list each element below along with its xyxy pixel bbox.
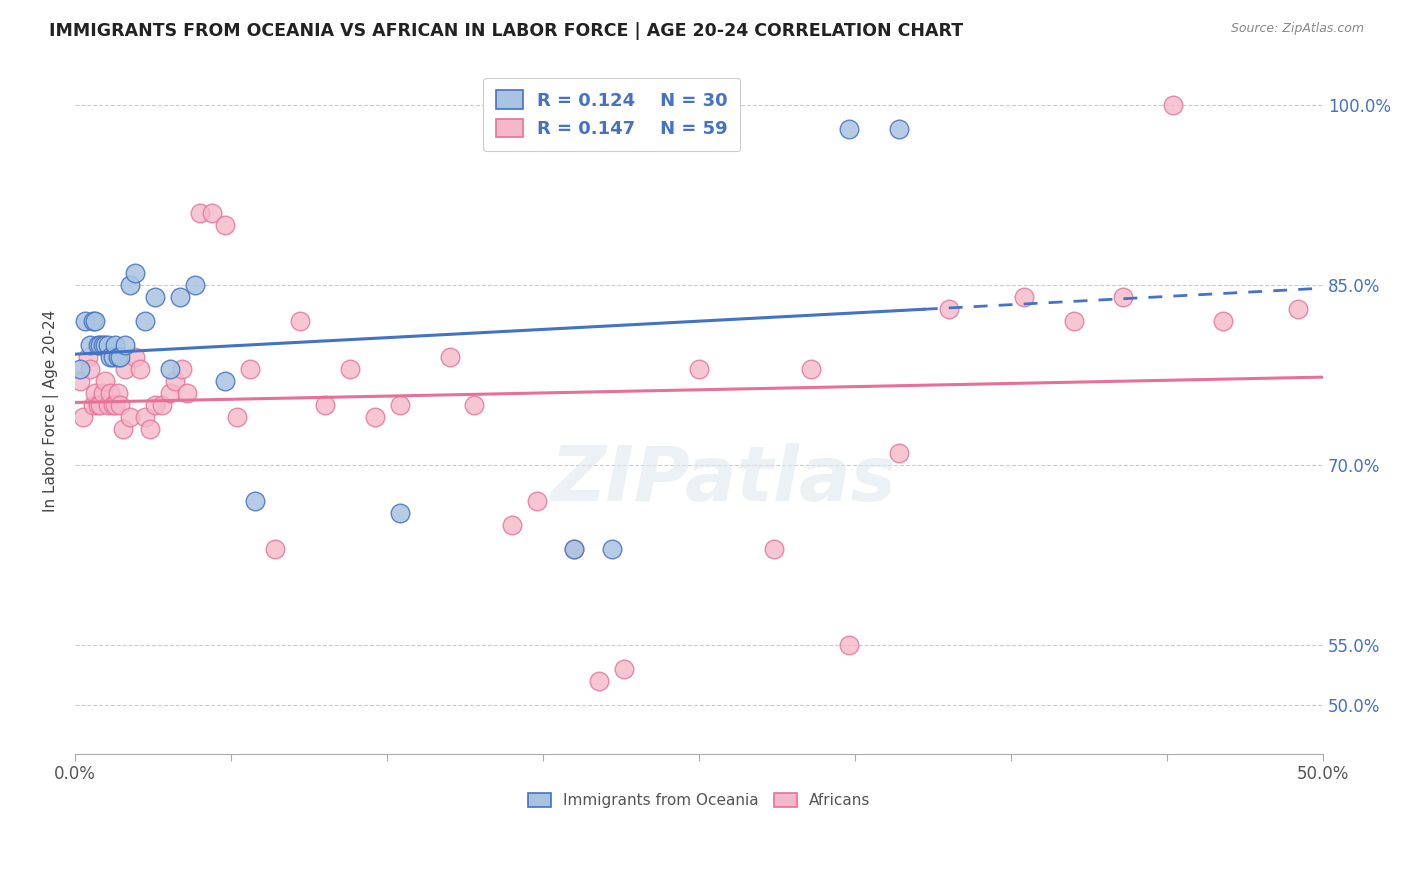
Point [89, 338, 111, 352]
Point [79, 338, 101, 352]
Point [463, 398, 485, 412]
Point [98, 386, 121, 401]
Text: ZIPatlas: ZIPatlas [551, 442, 897, 516]
Point [588, 674, 610, 689]
Point [800, 362, 823, 376]
Point [214, 374, 236, 388]
Point [152, 398, 174, 412]
Point [159, 362, 181, 376]
Point [104, 398, 127, 412]
Point [388, 506, 411, 520]
Y-axis label: In Labor Force | Age 20-24: In Labor Force | Age 20-24 [44, 310, 59, 512]
Point [562, 542, 585, 557]
Point [613, 662, 636, 676]
Point [84, 386, 107, 401]
Point [314, 398, 336, 412]
Point [263, 542, 285, 557]
Point [111, 422, 134, 436]
Point [118, 277, 141, 292]
Point [124, 350, 146, 364]
Point [887, 121, 910, 136]
Point [82, 314, 104, 328]
Point [1212, 314, 1234, 328]
Point [139, 422, 162, 436]
Point [159, 386, 181, 401]
Point [101, 398, 124, 412]
Point [600, 542, 623, 557]
Point [562, 542, 585, 557]
Legend: Immigrants from Oceania, Africans: Immigrants from Oceania, Africans [522, 787, 876, 814]
Point [107, 350, 129, 364]
Point [91, 338, 114, 352]
Point [938, 301, 960, 316]
Point [214, 218, 236, 232]
Point [101, 350, 124, 364]
Point [1163, 97, 1185, 112]
Text: IMMIGRANTS FROM OCEANIA VS AFRICAN IN LABOR FORCE | AGE 20-24 CORRELATION CHART: IMMIGRANTS FROM OCEANIA VS AFRICAN IN LA… [49, 22, 963, 40]
Point [1286, 301, 1309, 316]
Point [72, 410, 94, 425]
Point [226, 410, 249, 425]
Point [69, 362, 91, 376]
Point [688, 362, 710, 376]
Point [86, 338, 108, 352]
Point [82, 398, 104, 412]
Point [526, 494, 548, 508]
Point [363, 410, 385, 425]
Point [104, 338, 127, 352]
Text: Source: ZipAtlas.com: Source: ZipAtlas.com [1230, 22, 1364, 36]
Point [1063, 314, 1085, 328]
Point [75, 314, 97, 328]
Point [124, 266, 146, 280]
Point [339, 362, 361, 376]
Point [143, 398, 166, 412]
Point [501, 518, 523, 533]
Point [184, 277, 207, 292]
Point [108, 350, 131, 364]
Point [108, 398, 131, 412]
Point [172, 362, 194, 376]
Point [176, 386, 198, 401]
Point [94, 374, 117, 388]
Point [134, 410, 156, 425]
Point [762, 542, 785, 557]
Point [288, 314, 311, 328]
Point [94, 338, 117, 352]
Point [129, 362, 152, 376]
Point [239, 362, 262, 376]
Point [96, 398, 118, 412]
Point [188, 205, 211, 219]
Point [143, 290, 166, 304]
Point [134, 314, 156, 328]
Point [169, 290, 191, 304]
Point [1112, 290, 1135, 304]
Point [86, 398, 108, 412]
Point [96, 338, 118, 352]
Point [89, 398, 111, 412]
Point [887, 446, 910, 460]
Point [118, 410, 141, 425]
Point [388, 398, 411, 412]
Point [838, 121, 860, 136]
Point [84, 314, 107, 328]
Point [1012, 290, 1035, 304]
Point [114, 362, 136, 376]
Point [69, 374, 91, 388]
Point [201, 205, 224, 219]
Point [91, 386, 114, 401]
Point [98, 350, 121, 364]
Point [163, 374, 186, 388]
Point [243, 494, 266, 508]
Point [76, 350, 98, 364]
Point [838, 638, 860, 652]
Point [439, 350, 461, 364]
Point [107, 386, 129, 401]
Point [114, 338, 136, 352]
Point [79, 362, 101, 376]
